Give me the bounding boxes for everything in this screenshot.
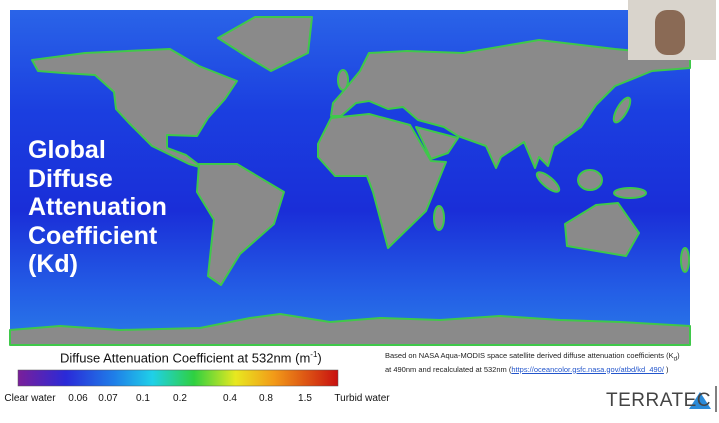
antarctica bbox=[9, 313, 691, 346]
colorbar-tick-label: Clear water bbox=[4, 393, 56, 404]
source-sub: d bbox=[673, 355, 678, 363]
greenland bbox=[217, 16, 313, 72]
japan bbox=[612, 96, 632, 124]
source-link[interactable]: https://oceancolor.gsfc.nasa.gov/atbd/kd… bbox=[511, 364, 664, 374]
colorbar-tick-label: 0.07 bbox=[98, 393, 118, 404]
colorbar-tick-label: 0.2 bbox=[173, 393, 187, 404]
source-line2: at 490nm and recalculated at 532nm ( bbox=[385, 364, 512, 374]
south-america bbox=[196, 163, 285, 286]
colorbar-title-sup: -1 bbox=[310, 350, 318, 359]
source-line2-end: ) bbox=[663, 364, 669, 374]
title-line: Attenuation bbox=[28, 193, 167, 221]
logo-mark bbox=[689, 392, 711, 409]
source-note: Based on NASA Aqua-MODIS space satellite… bbox=[385, 351, 715, 375]
new-guinea bbox=[613, 187, 647, 199]
title-line: Global bbox=[28, 136, 106, 164]
title-line: Diffuse bbox=[28, 164, 113, 193]
borneo bbox=[577, 169, 603, 191]
australia bbox=[564, 202, 640, 257]
madagascar bbox=[433, 205, 445, 231]
uk bbox=[337, 69, 349, 91]
colorbar-title: Diffuse Attenuation Coefficient at 532nm… bbox=[60, 350, 322, 365]
colorbar-tick-label: 0.1 bbox=[136, 393, 150, 404]
eurasia bbox=[330, 39, 691, 169]
north-america bbox=[31, 48, 238, 169]
land bbox=[9, 16, 691, 346]
new-zealand bbox=[680, 247, 690, 273]
logo: TERRATEC bbox=[606, 390, 711, 411]
colorbar-tick-label: Turbid water bbox=[334, 393, 390, 404]
colorbar-tick-label: 1.5 bbox=[298, 393, 312, 404]
title-line: Coefficient bbox=[28, 221, 158, 250]
webcam-person bbox=[655, 10, 685, 55]
colorbar-tick-label: 0.4 bbox=[223, 393, 237, 404]
source-text: Based on NASA Aqua-MODIS space satellite… bbox=[385, 351, 674, 360]
colorbar bbox=[17, 369, 339, 387]
africa bbox=[317, 113, 447, 249]
colorbar-title-text: Diffuse Attenuation Coefficient at 532nm… bbox=[60, 350, 311, 366]
title-line: (Kd) bbox=[28, 250, 78, 278]
colorbar-tick-label: 0.8 bbox=[259, 393, 273, 404]
sumatra bbox=[535, 171, 561, 193]
source-text-end: ) bbox=[677, 351, 680, 360]
arabia bbox=[415, 126, 459, 160]
colorbar-title-end: ) bbox=[317, 350, 322, 366]
colorbar-tick-label: 0.06 bbox=[68, 393, 88, 404]
